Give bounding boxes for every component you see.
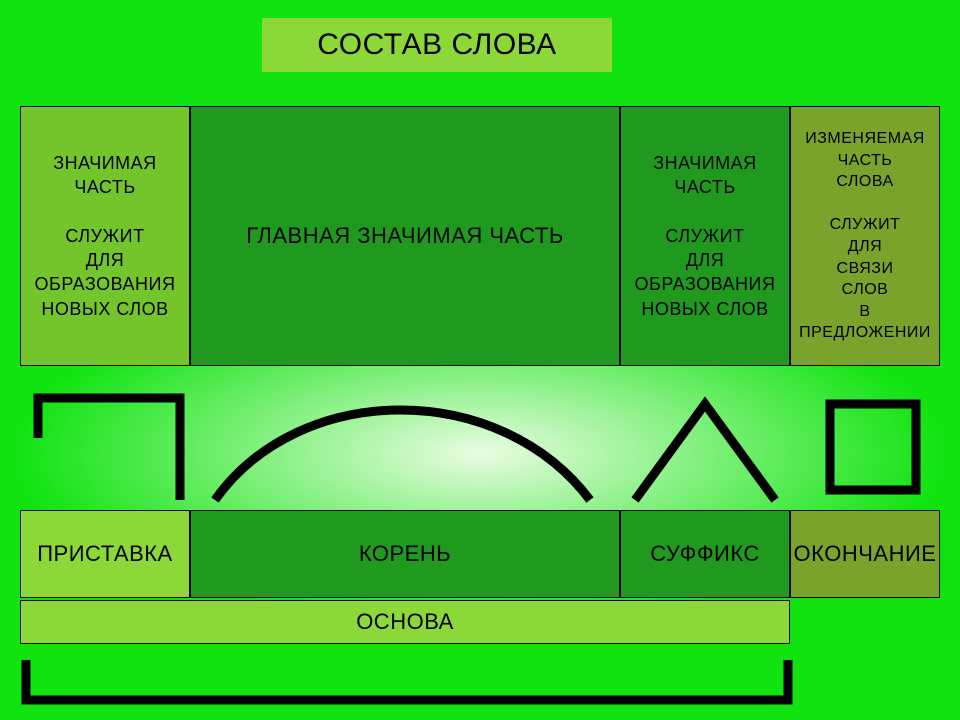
ending-label: ОКОНЧАНИЕ	[790, 510, 940, 598]
page-title: СОСТАВ СЛОВА	[262, 18, 612, 72]
basis-box: ОСНОВА	[20, 600, 790, 644]
prefix-desc: ЗНАЧИМАЯ ЧАСТЬ СЛУЖИТ ДЛЯ ОБРАЗОВАНИЯ НО…	[20, 106, 190, 366]
suffix-desc: ЗНАЧИМАЯ ЧАСТЬ СЛУЖИТ ДЛЯ ОБРАЗОВАНИЯ НО…	[620, 106, 790, 366]
prefix-label: ПРИСТАВКА	[20, 510, 190, 598]
label-row: ПРИСТАВКАКОРЕНЬСУФФИКСОКОНЧАНИЕ	[20, 510, 940, 598]
root-label: КОРЕНЬ	[190, 510, 620, 598]
ending-desc: ИЗМЕНЯЕМАЯ ЧАСТЬ СЛОВА СЛУЖИТ ДЛЯ СВЯЗИ …	[790, 106, 940, 366]
suffix-label: СУФФИКС	[620, 510, 790, 598]
root-desc: ГЛАВНАЯ ЗНАЧИМАЯ ЧАСТЬ	[190, 106, 620, 366]
description-row: ЗНАЧИМАЯ ЧАСТЬ СЛУЖИТ ДЛЯ ОБРАЗОВАНИЯ НО…	[20, 106, 940, 366]
